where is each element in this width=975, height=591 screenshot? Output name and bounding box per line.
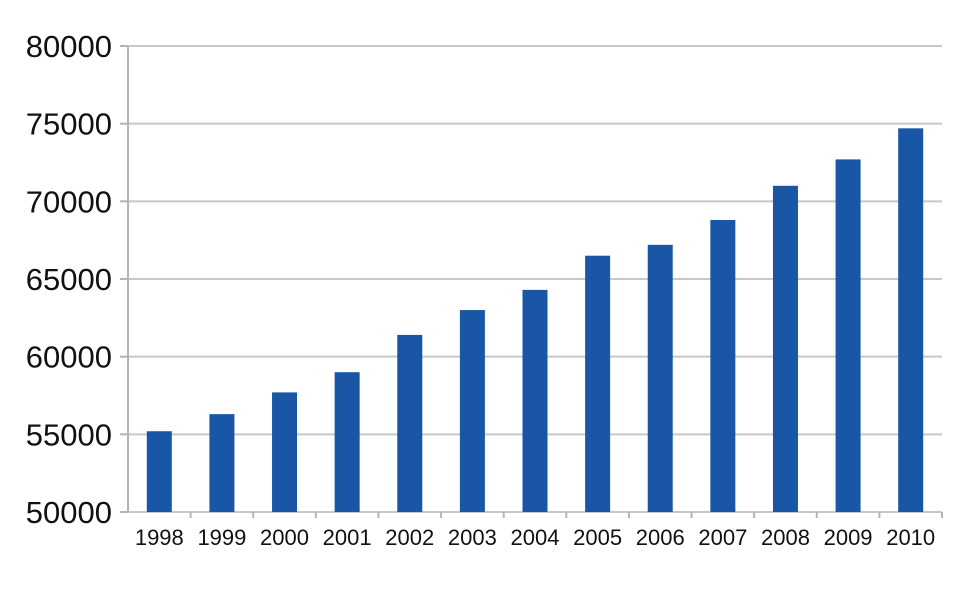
y-tick-label: 70000	[26, 184, 112, 219]
x-tick-label: 2004	[511, 525, 560, 550]
bar-2008	[772, 185, 798, 513]
y-tick-label: 55000	[26, 417, 112, 452]
x-tick-label: 2003	[448, 525, 497, 550]
bar-2010	[898, 128, 924, 512]
bar-2006	[647, 244, 673, 512]
x-tick-label: 2009	[824, 525, 873, 550]
bar-1998	[146, 431, 172, 512]
bar-2009	[835, 159, 861, 513]
x-tick-label: 2010	[886, 525, 935, 550]
bars	[146, 128, 924, 513]
x-tick-label: 1999	[197, 525, 246, 550]
y-tick-label: 65000	[26, 262, 112, 297]
x-tick-label: 1998	[135, 525, 184, 550]
bar-2001	[334, 372, 360, 512]
x-tick-label: 2005	[573, 525, 622, 550]
x-tick-label: 2006	[636, 525, 685, 550]
y-tick-label: 50000	[26, 495, 112, 530]
y-tick-label: 80000	[26, 29, 112, 64]
x-tick-label: 2001	[323, 525, 372, 550]
y-tick-label: 75000	[26, 107, 112, 142]
x-tick-label: 2002	[385, 525, 434, 550]
x-tick-label: 2000	[260, 525, 309, 550]
x-axis-ticks: 1998 1999 2000 2001 2002 2003 2004 2005 2006 2007…	[135, 525, 935, 550]
bar-2007	[710, 219, 736, 512]
x-tick-label: 2008	[761, 525, 810, 550]
bar-2005	[585, 255, 611, 512]
bar-2000	[272, 392, 298, 512]
bar-2003	[459, 310, 485, 512]
y-tick-label: 60000	[26, 340, 112, 375]
bar-1999	[209, 414, 235, 512]
bar-2004	[522, 289, 548, 512]
y-axis-ticks: 50000 55000 60000 65000 70000 75000 80000	[26, 29, 112, 530]
bar-2002	[397, 334, 423, 512]
x-tick-label: 2007	[698, 525, 747, 550]
